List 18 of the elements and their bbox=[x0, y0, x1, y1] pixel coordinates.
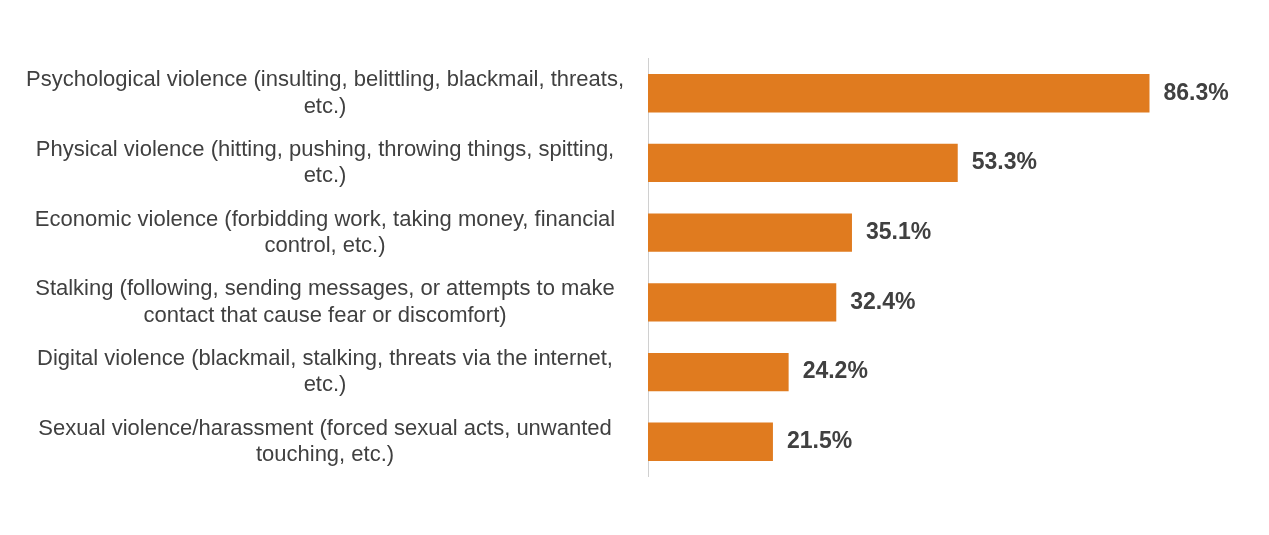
data-label: 53.3% bbox=[971, 148, 1037, 175]
data-label: 35.1% bbox=[865, 217, 932, 244]
data-label: 21.5% bbox=[786, 427, 853, 454]
y-tick-label: Stalking (following, sending messages, or attempts to make contact that cause fear or discomfort) bbox=[35, 275, 615, 327]
bar bbox=[648, 74, 1150, 113]
y-tick-label: Sexual violence/harassment (forced sexual acts, unwanted touching, etc.) bbox=[38, 414, 612, 467]
y-tick-label: Psychological violence (insulting, belittling, blackmail, threats, etc.) bbox=[26, 66, 624, 118]
bar bbox=[648, 213, 852, 252]
bar bbox=[648, 283, 837, 322]
data-label: 86.3% bbox=[1163, 78, 1229, 105]
bar bbox=[648, 352, 789, 392]
y-tick-label: Physical violence (hitting, pushing, throwing things, spitting, etc.) bbox=[35, 135, 615, 188]
bar bbox=[648, 143, 958, 183]
data-label: 24.2% bbox=[802, 357, 868, 384]
y-tick-label: Digital violence (blackmail, stalking, threats via the internet, etc.) bbox=[37, 344, 613, 397]
bar bbox=[648, 422, 773, 461]
y-tick-label: Economic violence (forbidding work, taking money, financial control, etc.) bbox=[34, 205, 616, 257]
data-label: 32.4% bbox=[850, 287, 916, 314]
